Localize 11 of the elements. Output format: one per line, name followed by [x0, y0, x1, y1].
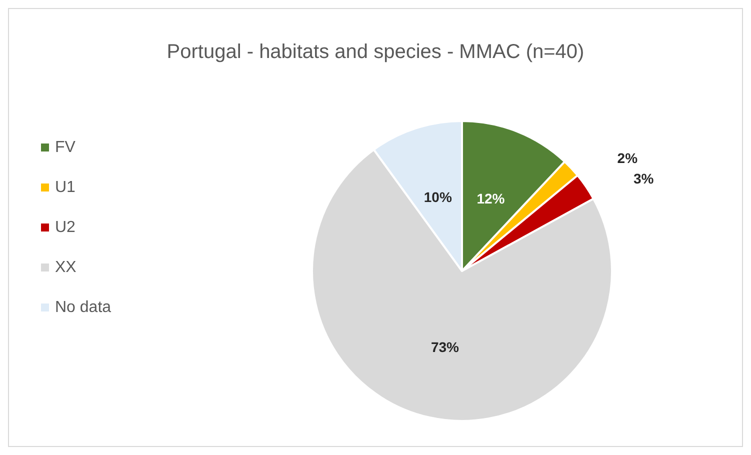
data-label: 2%: [617, 150, 638, 166]
legend-label: U1: [55, 179, 76, 196]
data-label: 12%: [476, 190, 506, 206]
chart-title: Portugal - habitats and species - MMAC (n=40): [166, 41, 584, 63]
legend-label: FV: [55, 139, 76, 156]
data-label: 10%: [424, 188, 452, 205]
legend-label: XX: [55, 259, 77, 276]
legend-label: No data: [55, 299, 112, 316]
data-label: 73%: [430, 339, 460, 356]
legend-label: U2: [55, 219, 76, 236]
data-label: 3%: [633, 170, 654, 186]
